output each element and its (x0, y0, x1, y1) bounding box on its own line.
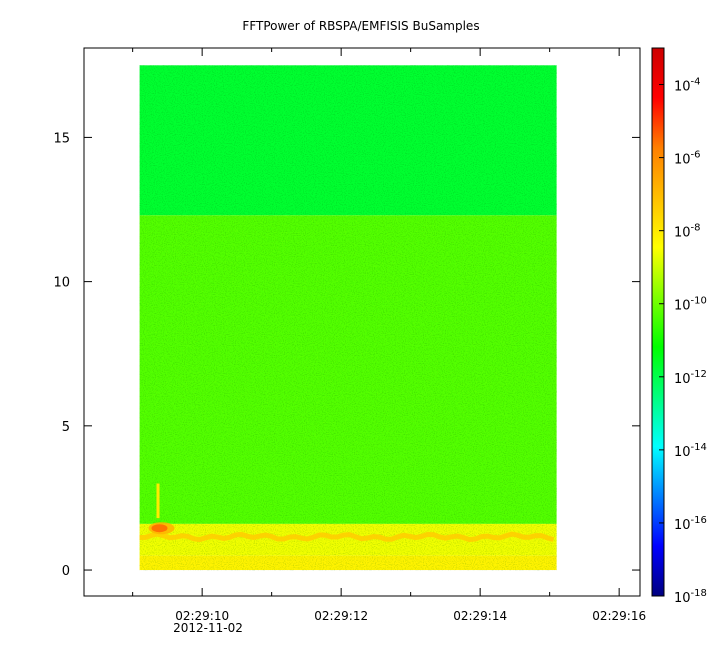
y-tick-label: 15 (53, 131, 70, 146)
y-axis: 0 5 10 15 (53, 131, 640, 579)
colorbar-tick-label: 10-6 (674, 150, 701, 168)
chart-title: FFTPower of RBSPA/EMFISIS BuSamples (242, 19, 479, 33)
x-tick-label: 02:29:16 (592, 609, 646, 623)
colorbar-ticks: 10-18 10-16 10-14 10-12 10-10 10-8 10-6 10-4 (659, 77, 707, 606)
colorbar-tick-label: 10-10 (674, 296, 707, 314)
colorbar-tick-label: 10-18 (674, 588, 707, 606)
colorbar-tick-label: 10-14 (674, 442, 707, 460)
colorbar-tick-label: 10-16 (674, 515, 707, 533)
spectrogram-emission-spike (156, 483, 160, 519)
x-axis: 02:29:10 02:29:12 02:29:14 02:29:16 (132, 48, 646, 623)
colorbar-tick-label: 10-12 (674, 369, 707, 387)
x-tick-label: 02:29:12 (314, 609, 368, 623)
x-axis-date-label: 2012-11-02 (173, 621, 243, 635)
x-tick-label: 02:29:10 (175, 609, 229, 623)
colorbar-tick-label: 10-8 (674, 223, 701, 241)
spectrogram-emission-line (139, 531, 555, 543)
spectrogram-emission-blob (151, 524, 168, 533)
spectrogram-image (139, 65, 557, 571)
y-tick-label: 0 (62, 564, 70, 579)
y-tick-label: 10 (53, 276, 70, 291)
spectrogram-texture-speckle (139, 215, 557, 524)
colorbar-tick-label: 10-4 (674, 77, 701, 95)
colorbar (651, 47, 665, 597)
x-tick-label: 02:29:14 (453, 609, 507, 623)
y-tick-label: 5 (62, 420, 70, 435)
